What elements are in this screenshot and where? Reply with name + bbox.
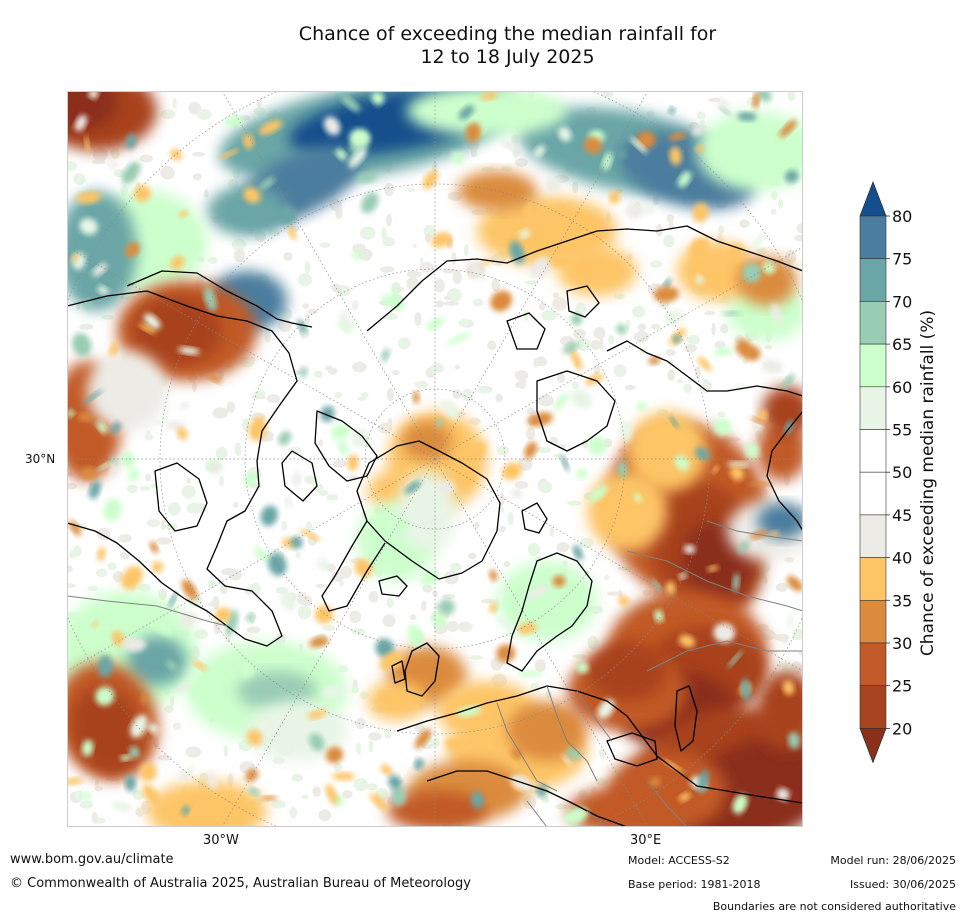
footer-url: www.bom.gov.au/climate <box>10 852 174 867</box>
footer-disclaimer: Boundaries are not considered authoritat… <box>712 900 956 913</box>
colorbar-extend-low <box>859 728 887 764</box>
footer-model-run: Model run: 28/06/2025 <box>830 854 956 867</box>
colorbar-bin-20-25 <box>859 685 887 729</box>
colorbar-bin-50-55 <box>859 429 887 473</box>
graticule-meridian-60w <box>67 458 436 672</box>
border-middle-east <box>646 780 688 827</box>
country-borders <box>67 520 803 827</box>
colorbar-tick-label: 40 <box>892 549 912 568</box>
colorbar-bin-70-75 <box>859 258 887 302</box>
border-china-mongolia <box>706 520 803 542</box>
border-russia-kazakhstan <box>646 640 803 672</box>
map-frame <box>67 91 803 827</box>
coastline-mediterranean <box>426 770 628 827</box>
colorbar-tick-label: 75 <box>892 250 912 269</box>
footer-model: Model: ACCESS-S2 <box>628 854 730 867</box>
map-title-line1: Chance of exceeding the median rainfall … <box>298 23 717 45</box>
colorbar-bin-40-45 <box>859 514 887 558</box>
colorbar-tick-label: 55 <box>892 421 912 440</box>
colorbar-tick-label: 80 <box>892 207 912 226</box>
probability-detail-layer <box>67 91 803 825</box>
colorbar-tick-label: 45 <box>892 506 912 525</box>
graticule-circle-60n <box>244 268 626 650</box>
footer-issued: Issued: 30/06/2025 <box>849 878 956 891</box>
coastline-scandinavia <box>506 552 593 672</box>
coastline-russia-north <box>366 225 803 332</box>
coastline-north-america <box>67 290 298 647</box>
graticule-meridian-120e <box>434 246 803 460</box>
coastline-svalbard <box>521 502 548 534</box>
graticule-circle-80n <box>364 388 506 530</box>
graticule-circle-45n <box>159 183 711 735</box>
colorbar-legend: 20 25 30 35 40 45 50 55 60 65 70 75 80 <box>840 176 960 790</box>
colorbar-tick-label: 50 <box>892 463 912 482</box>
coastline-hudson-bay <box>154 462 208 532</box>
probability-patches-layer <box>67 91 803 827</box>
colorbar-title: Chance of exceeding median rainfall (%) <box>918 309 938 657</box>
colorbar-bin-25-30 <box>859 642 887 687</box>
coastline-greenland <box>356 440 501 580</box>
colorbar-bin-60-65 <box>859 343 887 388</box>
graticule-meridian-30e <box>434 458 649 827</box>
coastline-canadian-archipelago <box>281 410 378 502</box>
border-africa <box>526 800 608 827</box>
longitude-label-30w: 30°W <box>203 833 239 848</box>
coastline-siberia-islands <box>506 285 600 350</box>
colorbar-bin-45-50 <box>859 471 887 516</box>
colorbar-tick-label: 20 <box>892 719 912 738</box>
rainfall-probability-map <box>67 91 803 827</box>
graticule-meridian-120w <box>67 246 436 460</box>
colorbar-bin-35-40 <box>859 557 887 601</box>
latitude-label-30n: 30°N <box>25 452 56 466</box>
colorbar-bin-75-80 <box>859 215 887 260</box>
coastline-caspian <box>674 685 698 752</box>
colorbar-bin-65-70 <box>859 301 887 345</box>
colorbar-tick-label: 25 <box>892 677 912 696</box>
coastlines <box>67 225 803 827</box>
graticule-meridian-150e <box>434 91 649 460</box>
colorbar-tick-label: 35 <box>892 591 912 610</box>
longitude-label-30e: 30°E <box>630 833 662 848</box>
colorbar-tick-label: 60 <box>892 378 912 397</box>
colorbar-bin-55-60 <box>859 386 887 430</box>
graticule-meridian-30w <box>221 458 436 827</box>
colorbar-extend-high <box>859 180 887 217</box>
border-europe-1 <box>496 702 558 792</box>
coastline-arctic-russia-central <box>606 340 803 397</box>
coastline-europe <box>396 685 803 804</box>
border-europe-3 <box>576 690 613 742</box>
map-title-line2: 12 to 18 July 2025 <box>420 46 595 68</box>
colorbar-bin-30-35 <box>859 599 887 644</box>
colorbar-tick-label: 30 <box>892 634 912 653</box>
colorbar-tick-label: 70 <box>892 292 912 311</box>
colorbar-tick-label: 65 <box>892 335 912 354</box>
border-canada-us <box>67 595 228 627</box>
footer-copyright: © Commonwealth of Australia 2025, Austra… <box>10 876 471 891</box>
footer-base-period: Base period: 1981-2018 <box>628 878 761 891</box>
graticule-meridian-60e <box>434 458 803 672</box>
graticule-meridian-150w <box>221 91 436 460</box>
border-europe-2 <box>546 685 598 782</box>
coastline-east-asia <box>766 410 803 532</box>
coastline-taymyr <box>536 370 616 452</box>
coastline-greenland-south <box>321 520 386 612</box>
coastline-alaska <box>126 270 313 328</box>
coastline-black-sea <box>606 732 658 767</box>
coastline-iceland <box>378 575 408 597</box>
coastline-british-isles <box>391 642 440 697</box>
border-russia-asia <box>626 550 803 612</box>
graticule <box>67 91 803 827</box>
